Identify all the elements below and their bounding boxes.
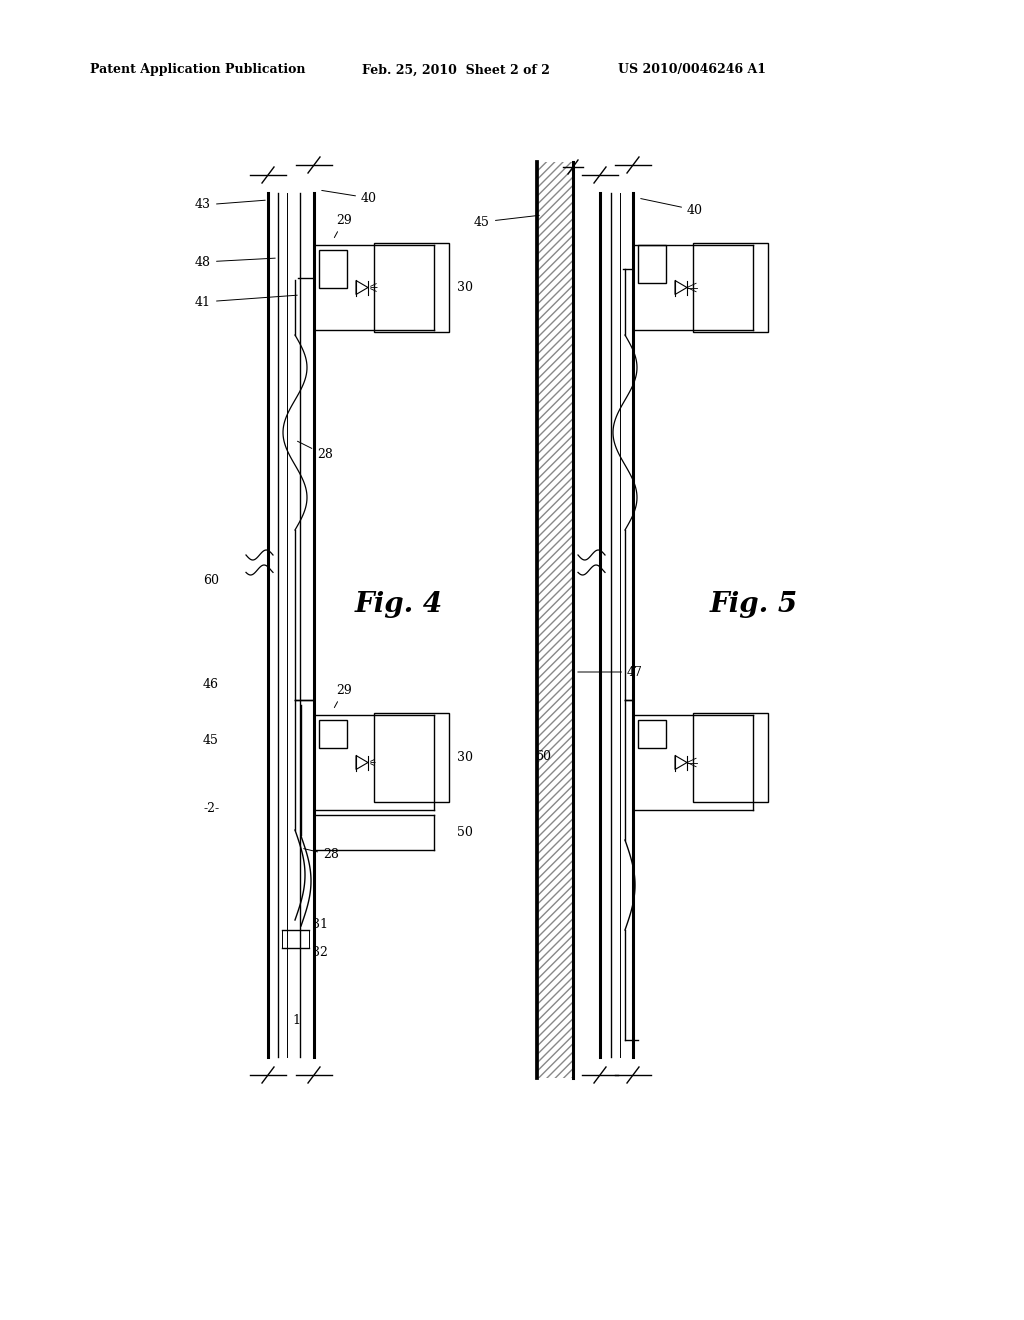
- Text: 60: 60: [203, 573, 219, 586]
- Text: 30: 30: [457, 281, 473, 294]
- Text: 45: 45: [474, 215, 540, 228]
- Text: 47: 47: [578, 665, 643, 678]
- Text: 60: 60: [535, 751, 551, 763]
- Text: -2-: -2-: [203, 801, 219, 814]
- Text: 30: 30: [457, 751, 473, 764]
- Text: 29: 29: [335, 214, 352, 238]
- Bar: [693, 243, 768, 333]
- Bar: [374, 713, 449, 803]
- Text: 46: 46: [203, 678, 219, 692]
- Text: 32: 32: [312, 946, 328, 960]
- Bar: [374, 243, 449, 333]
- Text: Feb. 25, 2010  Sheet 2 of 2: Feb. 25, 2010 Sheet 2 of 2: [362, 63, 550, 77]
- Text: Fig. 5: Fig. 5: [710, 591, 798, 619]
- Bar: [638, 246, 666, 282]
- Text: US 2010/0046246 A1: US 2010/0046246 A1: [618, 63, 766, 77]
- Bar: [693, 713, 768, 803]
- Text: 31: 31: [312, 919, 328, 932]
- Text: 28: 28: [304, 849, 339, 862]
- Text: 45: 45: [203, 734, 219, 747]
- Text: Fig. 4: Fig. 4: [355, 591, 443, 619]
- Text: 29: 29: [335, 684, 352, 708]
- Text: 28: 28: [298, 441, 333, 462]
- Text: 43: 43: [195, 198, 265, 211]
- Text: 41: 41: [195, 296, 297, 309]
- Text: 48: 48: [195, 256, 275, 268]
- Text: 1: 1: [292, 1014, 300, 1027]
- Bar: [319, 719, 347, 748]
- Text: 40: 40: [322, 190, 377, 205]
- Text: Patent Application Publication: Patent Application Publication: [90, 63, 305, 77]
- Bar: [537, 162, 573, 1078]
- Text: 50: 50: [457, 826, 473, 840]
- Text: 40: 40: [641, 198, 703, 216]
- Bar: [638, 719, 666, 748]
- Bar: [319, 249, 347, 288]
